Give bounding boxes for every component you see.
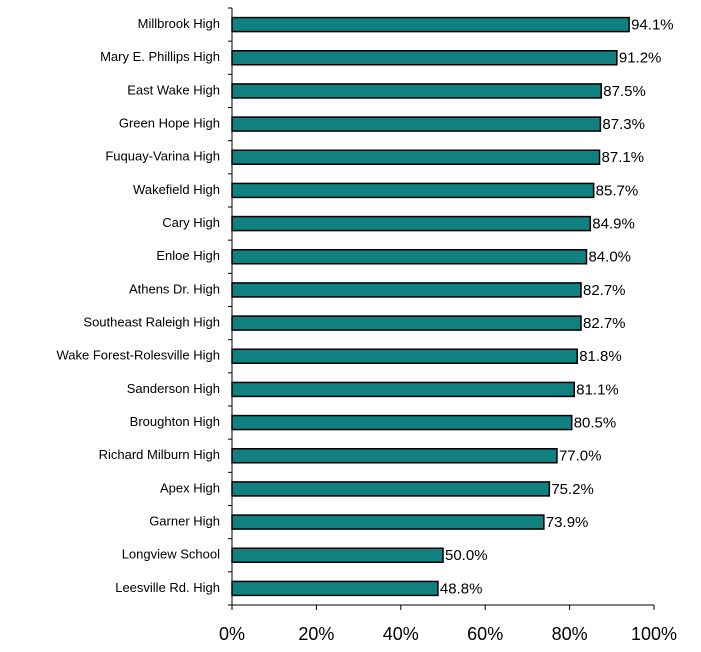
bar bbox=[231, 348, 578, 364]
category-label: Wakefield High bbox=[133, 182, 220, 197]
bar bbox=[231, 448, 558, 464]
bar bbox=[231, 414, 573, 431]
category-label: Enloe High bbox=[156, 248, 220, 263]
value-label: 75.2% bbox=[551, 481, 594, 498]
category-label: Cary High bbox=[162, 215, 220, 230]
bar bbox=[231, 83, 602, 99]
x-tick-label: 80% bbox=[552, 624, 588, 644]
bar bbox=[231, 249, 588, 265]
category-label: Millbrook High bbox=[138, 16, 220, 31]
value-label: 82.7% bbox=[583, 315, 626, 332]
bar bbox=[231, 514, 545, 530]
x-tick-label: 40% bbox=[383, 624, 419, 644]
category-label: Longview School bbox=[122, 547, 220, 562]
bar bbox=[231, 215, 592, 232]
category-label: Mary E. Phillips High bbox=[100, 49, 220, 64]
category-label: Richard Milburn High bbox=[99, 447, 220, 462]
bar bbox=[231, 381, 575, 398]
value-label: 87.5% bbox=[603, 83, 646, 100]
x-tick-label: 60% bbox=[467, 624, 503, 644]
x-tick-label: 20% bbox=[298, 624, 334, 644]
value-label: 81.8% bbox=[579, 348, 622, 365]
value-label: 48.8% bbox=[440, 580, 483, 597]
value-label: 91.2% bbox=[619, 50, 662, 67]
value-label: 94.1% bbox=[631, 17, 674, 34]
category-label: Green Hope High bbox=[119, 116, 220, 131]
value-label: 87.1% bbox=[602, 149, 645, 166]
bar bbox=[231, 282, 582, 298]
category-label: Sanderson High bbox=[127, 381, 220, 396]
bar bbox=[231, 50, 618, 66]
category-label: Fuquay-Varina High bbox=[105, 149, 220, 164]
value-label: 50.0% bbox=[445, 547, 488, 564]
category-label: Athens Dr. High bbox=[129, 281, 220, 296]
bar bbox=[231, 16, 630, 33]
value-label: 81.1% bbox=[576, 381, 619, 398]
bar bbox=[231, 547, 444, 563]
value-label: 77.0% bbox=[559, 448, 602, 465]
category-label: Apex High bbox=[160, 480, 220, 495]
bar bbox=[231, 182, 595, 199]
bar bbox=[231, 149, 601, 165]
bar bbox=[231, 580, 439, 597]
value-label: 73.9% bbox=[546, 514, 589, 531]
value-label: 80.5% bbox=[574, 415, 617, 432]
x-tick-label: 100% bbox=[631, 624, 677, 644]
value-label: 87.3% bbox=[602, 116, 645, 133]
value-label: 82.7% bbox=[583, 282, 626, 299]
value-label: 84.0% bbox=[588, 249, 631, 266]
bar bbox=[231, 481, 551, 497]
bar bbox=[231, 315, 582, 331]
category-label: Leesville Rd. High bbox=[115, 580, 220, 595]
x-tick-label: 0% bbox=[219, 624, 245, 644]
bar bbox=[231, 116, 602, 132]
category-label: East Wake High bbox=[127, 82, 220, 97]
category-label: Broughton High bbox=[130, 414, 220, 429]
category-label: Wake Forest-Rolesville High bbox=[56, 348, 220, 363]
value-label: 85.7% bbox=[596, 182, 639, 199]
value-label: 84.9% bbox=[592, 216, 635, 233]
category-label: Southeast Raleigh High bbox=[83, 315, 220, 330]
category-label: Garner High bbox=[149, 514, 220, 529]
